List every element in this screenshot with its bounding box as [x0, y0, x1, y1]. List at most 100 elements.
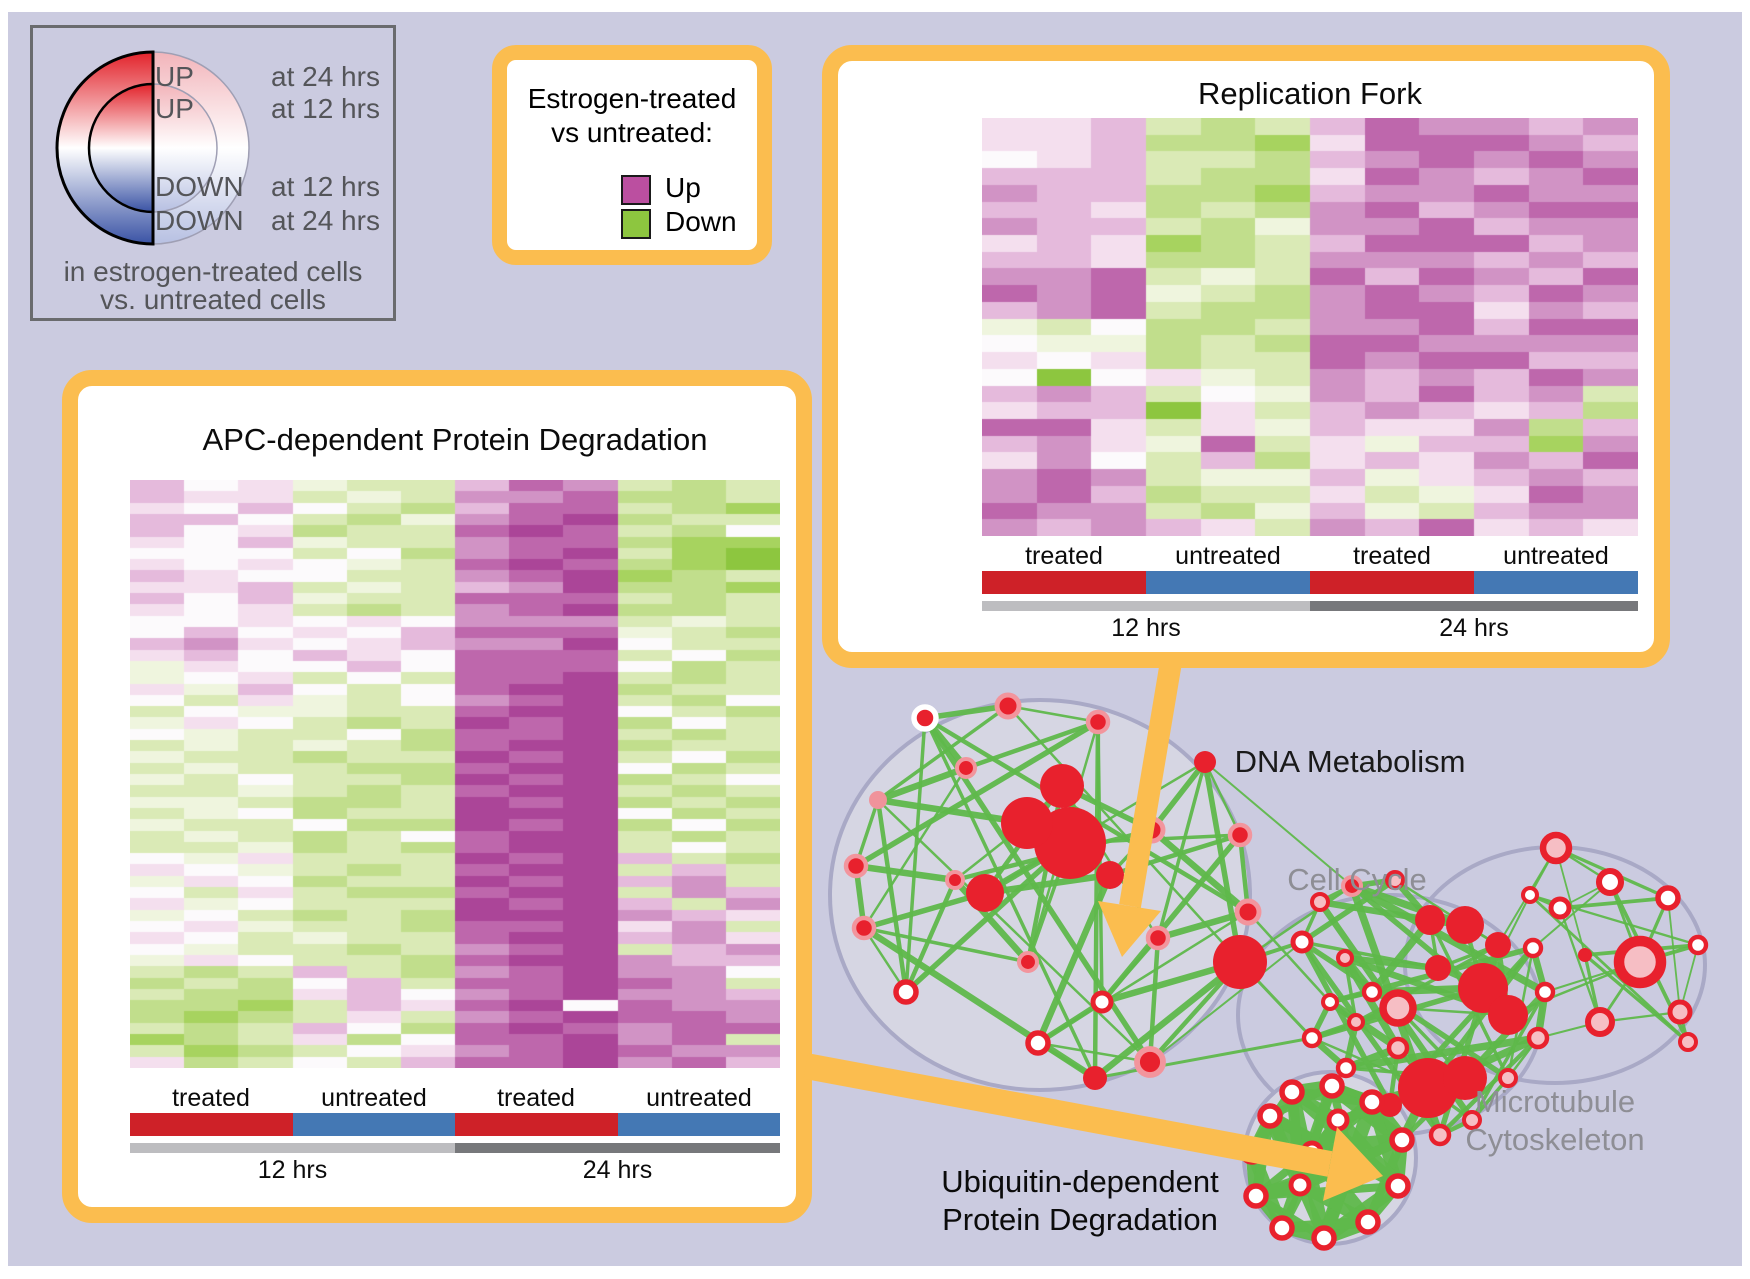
legend-up-12-time: at 12 hrs: [271, 93, 380, 124]
apc-group-label-treated-12: treated: [172, 1084, 250, 1112]
network-node: [1319, 1073, 1345, 1099]
network-node: [1279, 1079, 1305, 1105]
network-node: [1385, 1173, 1411, 1199]
rf-untreated-bar-24: [1474, 571, 1638, 594]
network-node: [1613, 935, 1667, 989]
network-node: [1415, 905, 1445, 935]
network-node: [911, 704, 939, 732]
rf-24hrs-bar: [1310, 601, 1638, 611]
network-node: [1379, 989, 1417, 1027]
rf-untreated-bar-12: [1146, 571, 1310, 594]
network-node: [1085, 709, 1111, 735]
apc-group-label-untreated-24: untreated: [646, 1084, 752, 1112]
legend-down-24: DOWN: [155, 205, 244, 236]
network-node: [1498, 1068, 1518, 1088]
legend-footer-line2: vs. untreated cells: [100, 284, 326, 315]
apc-treated-bar-24: [455, 1113, 618, 1136]
arrow-apc-to-ubiquitin: [803, 1053, 1383, 1201]
network-cluster-labels: DNA Metabolism Cell Cycle Microtubule Cytos…: [941, 744, 1644, 1237]
network-node: [1227, 822, 1253, 848]
apc-untreated-bar-24: [618, 1113, 780, 1136]
network-node: [1310, 892, 1330, 912]
network-node: [1145, 925, 1171, 951]
network-node: [1311, 1225, 1337, 1251]
network-node: [1243, 1183, 1269, 1209]
network-node: [1595, 867, 1625, 897]
network-node: [1355, 1209, 1381, 1235]
network-node: [1016, 950, 1040, 974]
network-node: [1687, 934, 1709, 956]
replication-fork-title: Replication Fork: [1198, 76, 1422, 111]
legend-footer-line1: in estrogen-treated cells: [63, 256, 363, 287]
rf-group-label-treated-12: treated: [1025, 542, 1103, 570]
network-node: [1090, 990, 1114, 1014]
legend-up-12: UP: [155, 93, 194, 124]
network-node: [1667, 999, 1693, 1025]
network-node: [1234, 898, 1262, 926]
updown-color-legend-box: Estrogen-treated vs untreated: Up Down: [492, 45, 772, 265]
network-node: [1446, 906, 1484, 944]
network-node: [1462, 1110, 1482, 1130]
network-node: [1290, 930, 1314, 954]
network-node: [1096, 861, 1124, 889]
down-label: Down: [665, 206, 737, 237]
rf-24hrs-label: 24 hrs: [1439, 614, 1509, 642]
legend-down-12: DOWN: [155, 171, 244, 202]
expression-legend-box: UP at 24 hrs UP at 12 hrs DOWN at 12 hrs…: [30, 25, 396, 321]
network-node: [1257, 1103, 1283, 1129]
rf-group-label-untreated-12: untreated: [1175, 542, 1281, 570]
apc-group-label-treated-24: treated: [497, 1084, 575, 1112]
network-node: [1678, 1032, 1698, 1052]
network-node: [1398, 1058, 1458, 1118]
rf-treated-bar-24: [1310, 571, 1474, 594]
updown-circle-legend-icon: [55, 50, 250, 246]
updown-legend-title-2: vs untreated:: [551, 117, 713, 148]
apc-24hrs-bar: [455, 1143, 780, 1153]
rf-group-label-untreated-24: untreated: [1503, 542, 1609, 570]
legend-up-24: UP: [155, 61, 194, 92]
cluster-label-dna-metabolism: DNA Metabolism: [1235, 744, 1466, 779]
network-node: [1655, 885, 1681, 911]
rf-treated-bar-12: [982, 571, 1146, 594]
network-node: [1301, 1027, 1323, 1049]
up-label: Up: [665, 172, 701, 203]
network-node: [1521, 886, 1539, 904]
updown-legend-title-1: Estrogen-treated: [527, 83, 737, 114]
network-node: [1194, 751, 1216, 773]
network-node: [1288, 1173, 1312, 1197]
network-node: [945, 870, 965, 890]
network-node: [1539, 831, 1573, 865]
network-node: [1340, 874, 1364, 898]
up-color-swatch: [621, 175, 651, 205]
apc-12hrs-label: 12 hrs: [257, 1156, 328, 1184]
network-node: [966, 874, 1004, 912]
apc-group-label-untreated-12: untreated: [321, 1084, 427, 1112]
network-node: [1389, 1127, 1415, 1153]
network-node: [1428, 1123, 1452, 1147]
network-node: [1134, 1046, 1166, 1078]
network-node: [1321, 993, 1339, 1011]
network-node: [1548, 896, 1572, 920]
apc-untreated-bar-12: [293, 1113, 455, 1136]
network-node: [1485, 932, 1511, 958]
network-node: [954, 756, 978, 780]
replication-fork-heatmap: [982, 118, 1638, 536]
rf-group-label-treated-24: treated: [1353, 542, 1431, 570]
network-node: [1001, 797, 1053, 849]
network-node: [843, 853, 869, 879]
arrow-replication-fork-to-dna: [1098, 654, 1183, 957]
network-node: [1534, 981, 1556, 1003]
rf-12hrs-bar: [982, 601, 1310, 611]
network-node: [1359, 1089, 1385, 1115]
network-node: [1488, 995, 1528, 1035]
network-node: [1425, 955, 1451, 981]
network-node: [1578, 948, 1592, 962]
network-node: [1385, 870, 1405, 890]
apc-heatmap: [130, 480, 780, 1068]
network-node: [1347, 1013, 1365, 1031]
legend-up-24-time: at 24 hrs: [271, 61, 380, 92]
network-node: [869, 791, 887, 809]
down-color-swatch: [621, 209, 651, 239]
network-node: [1213, 935, 1267, 989]
